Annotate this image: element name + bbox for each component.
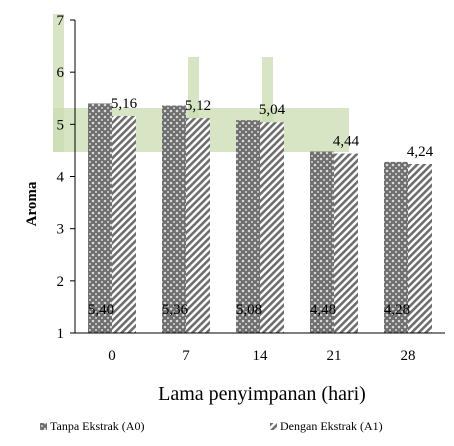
- bar-a1-28: [408, 163, 432, 333]
- y-tick-labels: 1 2 3 4 5 6 7: [57, 13, 75, 342]
- y-tick-7: 7: [57, 13, 65, 29]
- legend-label-a1: Dengan Ekstrak (A1): [280, 419, 383, 433]
- bar-a0-21: [310, 151, 334, 333]
- y-tick-2: 2: [57, 274, 65, 290]
- y-axis-title: Aroma: [24, 181, 40, 226]
- data-label-a0-21: 4,48: [310, 302, 336, 318]
- data-label-a0-0: 5,40: [88, 302, 114, 318]
- x-tick-0: 0: [108, 348, 116, 364]
- bar-a1-21: [334, 153, 358, 333]
- data-label-a0-7: 5,36: [162, 302, 189, 318]
- y-tick-6: 6: [57, 65, 65, 81]
- legend: Tanpa Ekstrak (A0) Dengan Ekstrak (A1): [40, 419, 383, 433]
- data-labels-group: 5,40 5,16 5,36 5,12 5,08 5,04 4,48 4,44 4,28 4,24: [88, 96, 434, 318]
- data-label-a1-7: 5,12: [185, 98, 211, 114]
- x-tick-labels: 0 7 14 21 28: [108, 348, 415, 364]
- data-label-a1-14: 5,04: [259, 102, 286, 118]
- highlight-column-right: [262, 57, 273, 152]
- bar-a0-0: [88, 103, 112, 333]
- bar-a0-14: [236, 120, 260, 333]
- bars-group: [88, 103, 432, 333]
- data-label-a0-14: 5,08: [236, 302, 262, 318]
- bar-a1-7: [186, 118, 210, 333]
- highlight-column-mid: [188, 57, 199, 152]
- x-axis-title: Lama penyimpanan (hari): [158, 383, 366, 405]
- y-tick-5: 5: [57, 117, 65, 133]
- bar-a1-14: [260, 122, 284, 333]
- x-tick-21: 21: [327, 348, 342, 364]
- x-tick-28: 28: [401, 348, 416, 364]
- bar-a1-0: [112, 115, 136, 333]
- highlight-column-left: [53, 14, 64, 152]
- data-label-a0-28: 4,28: [384, 302, 410, 318]
- legend-label-a0: Tanpa Ekstrak (A0): [50, 419, 144, 433]
- data-label-a1-0: 5,16: [111, 96, 138, 112]
- x-tick-14: 14: [253, 348, 269, 364]
- data-label-a1-21: 4,44: [333, 134, 360, 150]
- data-label-a1-28: 4,24: [407, 144, 434, 160]
- legend-swatch-a0: [40, 423, 47, 430]
- bar-a0-7: [162, 105, 186, 333]
- y-tick-3: 3: [57, 222, 65, 238]
- legend-swatch-a1: [270, 423, 277, 430]
- y-tick-1: 1: [57, 326, 65, 342]
- x-tick-7: 7: [182, 348, 190, 364]
- y-tick-4: 4: [57, 170, 65, 186]
- bar-a0-28: [384, 161, 408, 333]
